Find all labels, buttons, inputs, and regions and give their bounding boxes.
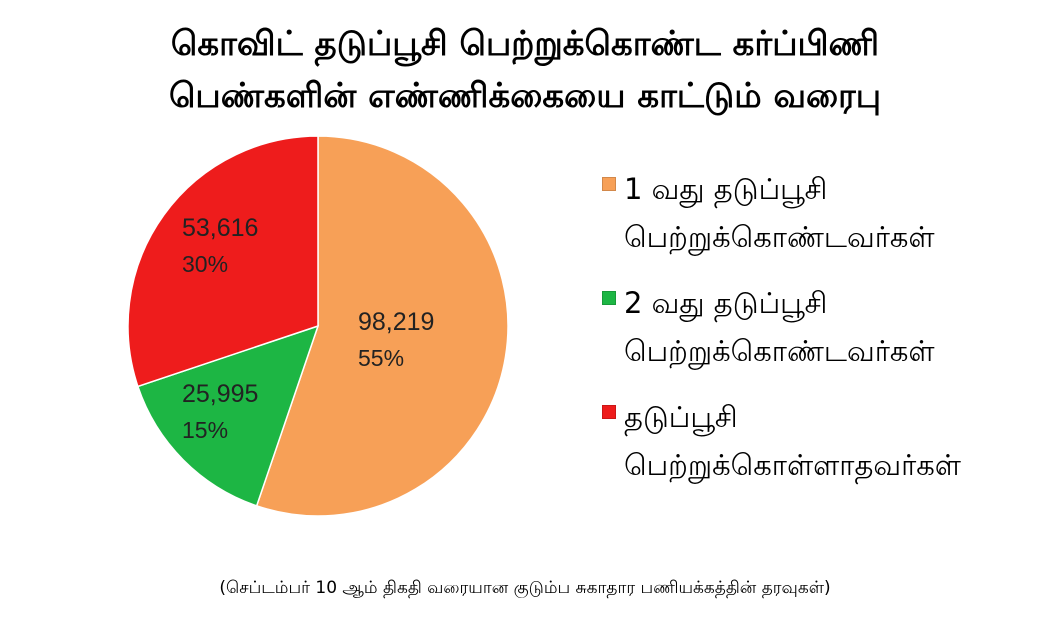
legend-label-first-dose: 1 வது தடுப்பூசி பெற்றுக்கொண்டவர்கள்: [624, 172, 935, 254]
data-label-percent-not-vaccinated: 30%: [182, 251, 228, 277]
legend-label-second-dose: 2 வது தடுப்பூசி பெற்றுக்கொண்டவர்கள்: [624, 286, 935, 368]
data-label-value-not-vaccinated: 53,616: [182, 214, 258, 242]
legend-swatch-not-vaccinated: [602, 405, 616, 419]
data-label-value-second-dose: 25,995: [182, 380, 258, 408]
data-label-percent-first-dose: 55%: [358, 345, 404, 371]
legend-swatch-first-dose: [602, 177, 616, 191]
chart-title-line-2: பெண்களின் எண்ணிக்கையை காட்டும் வரைபு: [168, 76, 882, 116]
source-note: (செப்டம்பர் 10 ஆம் திகதி வரையான குடும்ப …: [219, 578, 831, 598]
pie-slice-first-dose: [255, 135, 509, 517]
data-label-percent-second-dose: 15%: [182, 417, 228, 443]
data-label-value-first-dose: 98,219: [358, 308, 434, 336]
legend-item-second-dose: 2 வது தடுப்பூசி பெற்றுக்கொண்டவர்கள்: [596, 279, 1046, 375]
legend-item-first-dose: 1 வது தடுப்பூசி பெற்றுக்கொண்டவர்கள்: [596, 165, 1046, 261]
legend-item-not-vaccinated: தடுப்பூசி பெற்றுக்கொள்ளாதவர்கள்: [596, 393, 1046, 489]
pie-chart: 98,219 55% 25,995 15% 53,616 30%: [127, 135, 509, 517]
pie-slice-not-vaccinated: [127, 135, 319, 388]
pie-slice-second-dose: [136, 324, 320, 507]
chart-title: கொவிட் தடுப்பூசி பெற்றுக்கொண்ட கர்ப்பிணி…: [0, 18, 1050, 122]
chart-title-line-1: கொவிட் தடுப்பூசி பெற்றுக்கொண்ட கர்ப்பிணி: [170, 24, 880, 64]
legend-label-not-vaccinated: தடுப்பூசி பெற்றுக்கொள்ளாதவர்கள்: [624, 400, 961, 482]
legend: 1 வது தடுப்பூசி பெற்றுக்கொண்டவர்கள் 2 வத…: [596, 165, 1046, 507]
legend-swatch-second-dose: [602, 291, 616, 305]
